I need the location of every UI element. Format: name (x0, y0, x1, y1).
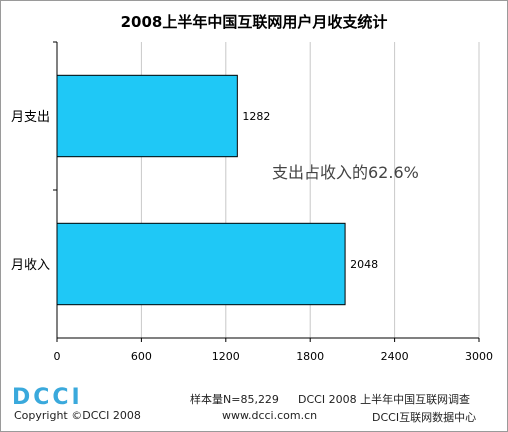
data-center-text: DCCI互联网数据中心 (372, 411, 477, 424)
x-tick-label: 3000 (465, 350, 493, 363)
bar (56, 222, 346, 306)
dcci-logo-text: DCCI (12, 385, 83, 408)
dcci-logo: DCCI (12, 385, 83, 408)
copyright-text: Copyright ©DCCI 2008 (14, 409, 141, 422)
category-label: 月收入 (11, 258, 50, 273)
x-tick-label: 0 (54, 350, 61, 363)
x-tick-label: 2400 (381, 350, 409, 363)
chart-annotation: 支出占收入的62.6% (272, 163, 419, 182)
website-text: www.dcci.com.cn (222, 409, 318, 422)
x-tick-label: 600 (131, 350, 152, 363)
sample-size-text: 样本量N=85,229 (190, 393, 279, 406)
bar-value-label: 2048 (350, 258, 378, 271)
x-tick-label: 1800 (296, 350, 324, 363)
x-tick-label: 1200 (212, 350, 240, 363)
bar-value-label: 1282 (242, 110, 270, 123)
survey-source-text: DCCI 2008 上半年中国互联网调查 (298, 393, 471, 406)
chart-title: 2008上半年中国互联网用户月收支统计 (121, 13, 388, 31)
bars: 1282 2048 (56, 74, 378, 306)
bar (56, 74, 238, 158)
category-label: 月支出 (11, 110, 50, 125)
